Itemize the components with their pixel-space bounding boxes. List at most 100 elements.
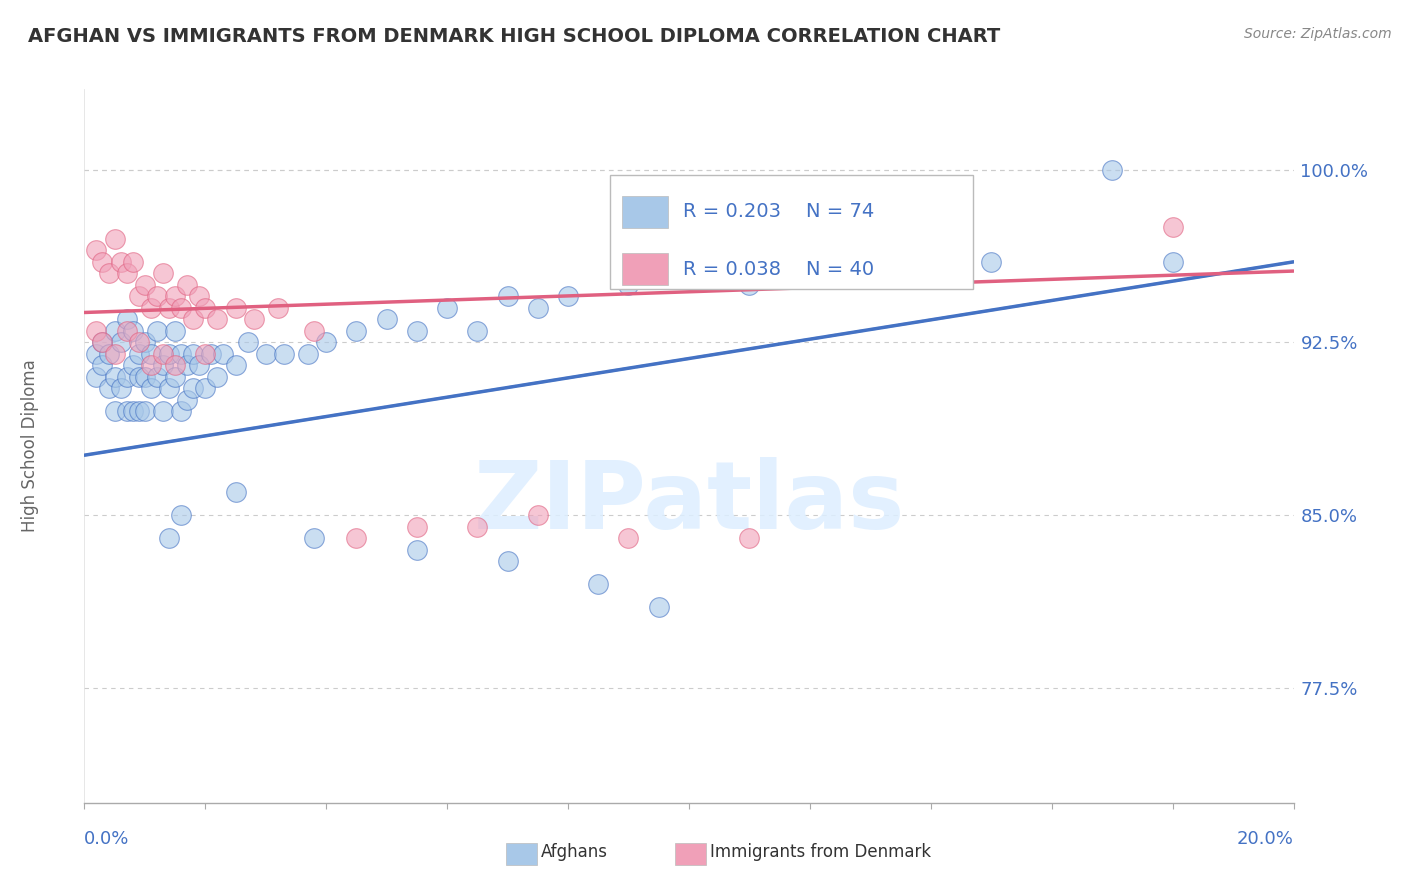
Point (86, 324, 108, 338)
Point (176, 359, 198, 373)
Point (152, 359, 174, 373)
Point (97, 266, 120, 280)
Text: Source: ZipAtlas.com: Source: ZipAtlas.com (1244, 27, 1392, 41)
Point (91, 255, 114, 269)
Point (859, 266, 882, 280)
Point (157, 347, 180, 361)
Point (527, 508, 550, 522)
Text: R = 0.038    N = 40: R = 0.038 N = 40 (683, 260, 875, 278)
Point (176, 277, 198, 292)
Point (236, 335, 259, 350)
Point (496, 289, 519, 303)
Point (588, 577, 610, 591)
Point (617, 277, 640, 292)
Point (157, 301, 180, 315)
Point (207, 312, 229, 326)
Point (254, 347, 277, 361)
Point (152, 347, 174, 361)
Point (165, 359, 187, 373)
Point (139, 359, 162, 373)
Point (115, 370, 138, 384)
Point (121, 255, 143, 269)
Point (139, 381, 162, 395)
Point (188, 289, 211, 303)
Bar (623, 196, 668, 227)
Point (194, 347, 217, 361)
Point (128, 289, 150, 303)
Point (406, 542, 429, 557)
Text: 0.0%: 0.0% (84, 830, 129, 848)
Point (128, 335, 150, 350)
Point (467, 519, 489, 533)
Point (104, 324, 127, 338)
Point (273, 347, 295, 361)
Point (91, 359, 114, 373)
Point (194, 301, 217, 315)
Point (225, 485, 247, 500)
Point (375, 312, 398, 326)
Point (121, 404, 143, 418)
Point (157, 381, 180, 395)
Text: 20.0%: 20.0% (1237, 830, 1294, 848)
Point (86, 370, 108, 384)
Point (181, 312, 204, 326)
Point (170, 347, 193, 361)
Point (121, 359, 143, 373)
Point (86, 244, 108, 258)
Text: AFGHAN VS IMMIGRANTS FROM DENMARK HIGH SCHOOL DIPLOMA CORRELATION CHART: AFGHAN VS IMMIGRANTS FROM DENMARK HIGH S… (28, 27, 1001, 45)
Point (115, 324, 138, 338)
Point (170, 404, 193, 418)
Point (115, 312, 138, 326)
Text: High School Diploma: High School Diploma (21, 359, 39, 533)
Point (115, 404, 138, 418)
Point (200, 347, 222, 361)
Point (152, 404, 174, 418)
Point (91, 335, 114, 350)
Point (406, 519, 429, 533)
Point (799, 255, 821, 269)
Text: R = 0.203    N = 74: R = 0.203 N = 74 (683, 202, 875, 221)
Point (121, 324, 143, 338)
Bar (623, 253, 668, 285)
Point (181, 347, 204, 361)
Point (225, 359, 247, 373)
Point (170, 508, 193, 522)
Point (302, 531, 325, 545)
Point (134, 335, 156, 350)
Point (146, 324, 169, 338)
Point (315, 335, 337, 350)
Point (496, 554, 519, 568)
Point (115, 266, 138, 280)
Point (648, 600, 671, 615)
Point (346, 324, 368, 338)
Point (242, 312, 264, 326)
Point (134, 277, 156, 292)
Point (110, 381, 132, 395)
Point (302, 324, 325, 338)
Point (104, 370, 127, 384)
Point (165, 289, 187, 303)
Point (146, 289, 169, 303)
Point (678, 266, 700, 280)
Point (181, 381, 204, 395)
Point (225, 301, 247, 315)
Point (104, 347, 127, 361)
Text: ZIPatlas: ZIPatlas (474, 457, 904, 549)
Point (194, 381, 217, 395)
Point (436, 301, 458, 315)
Point (104, 404, 127, 418)
Point (738, 277, 761, 292)
Point (1101, 162, 1123, 177)
Point (207, 370, 229, 384)
Point (97, 347, 120, 361)
Point (212, 347, 235, 361)
Point (104, 232, 127, 246)
Point (128, 347, 150, 361)
Point (980, 255, 1002, 269)
Point (165, 324, 187, 338)
Point (346, 531, 368, 545)
Point (165, 370, 187, 384)
Point (91, 335, 114, 350)
Point (110, 335, 132, 350)
Point (97, 381, 120, 395)
